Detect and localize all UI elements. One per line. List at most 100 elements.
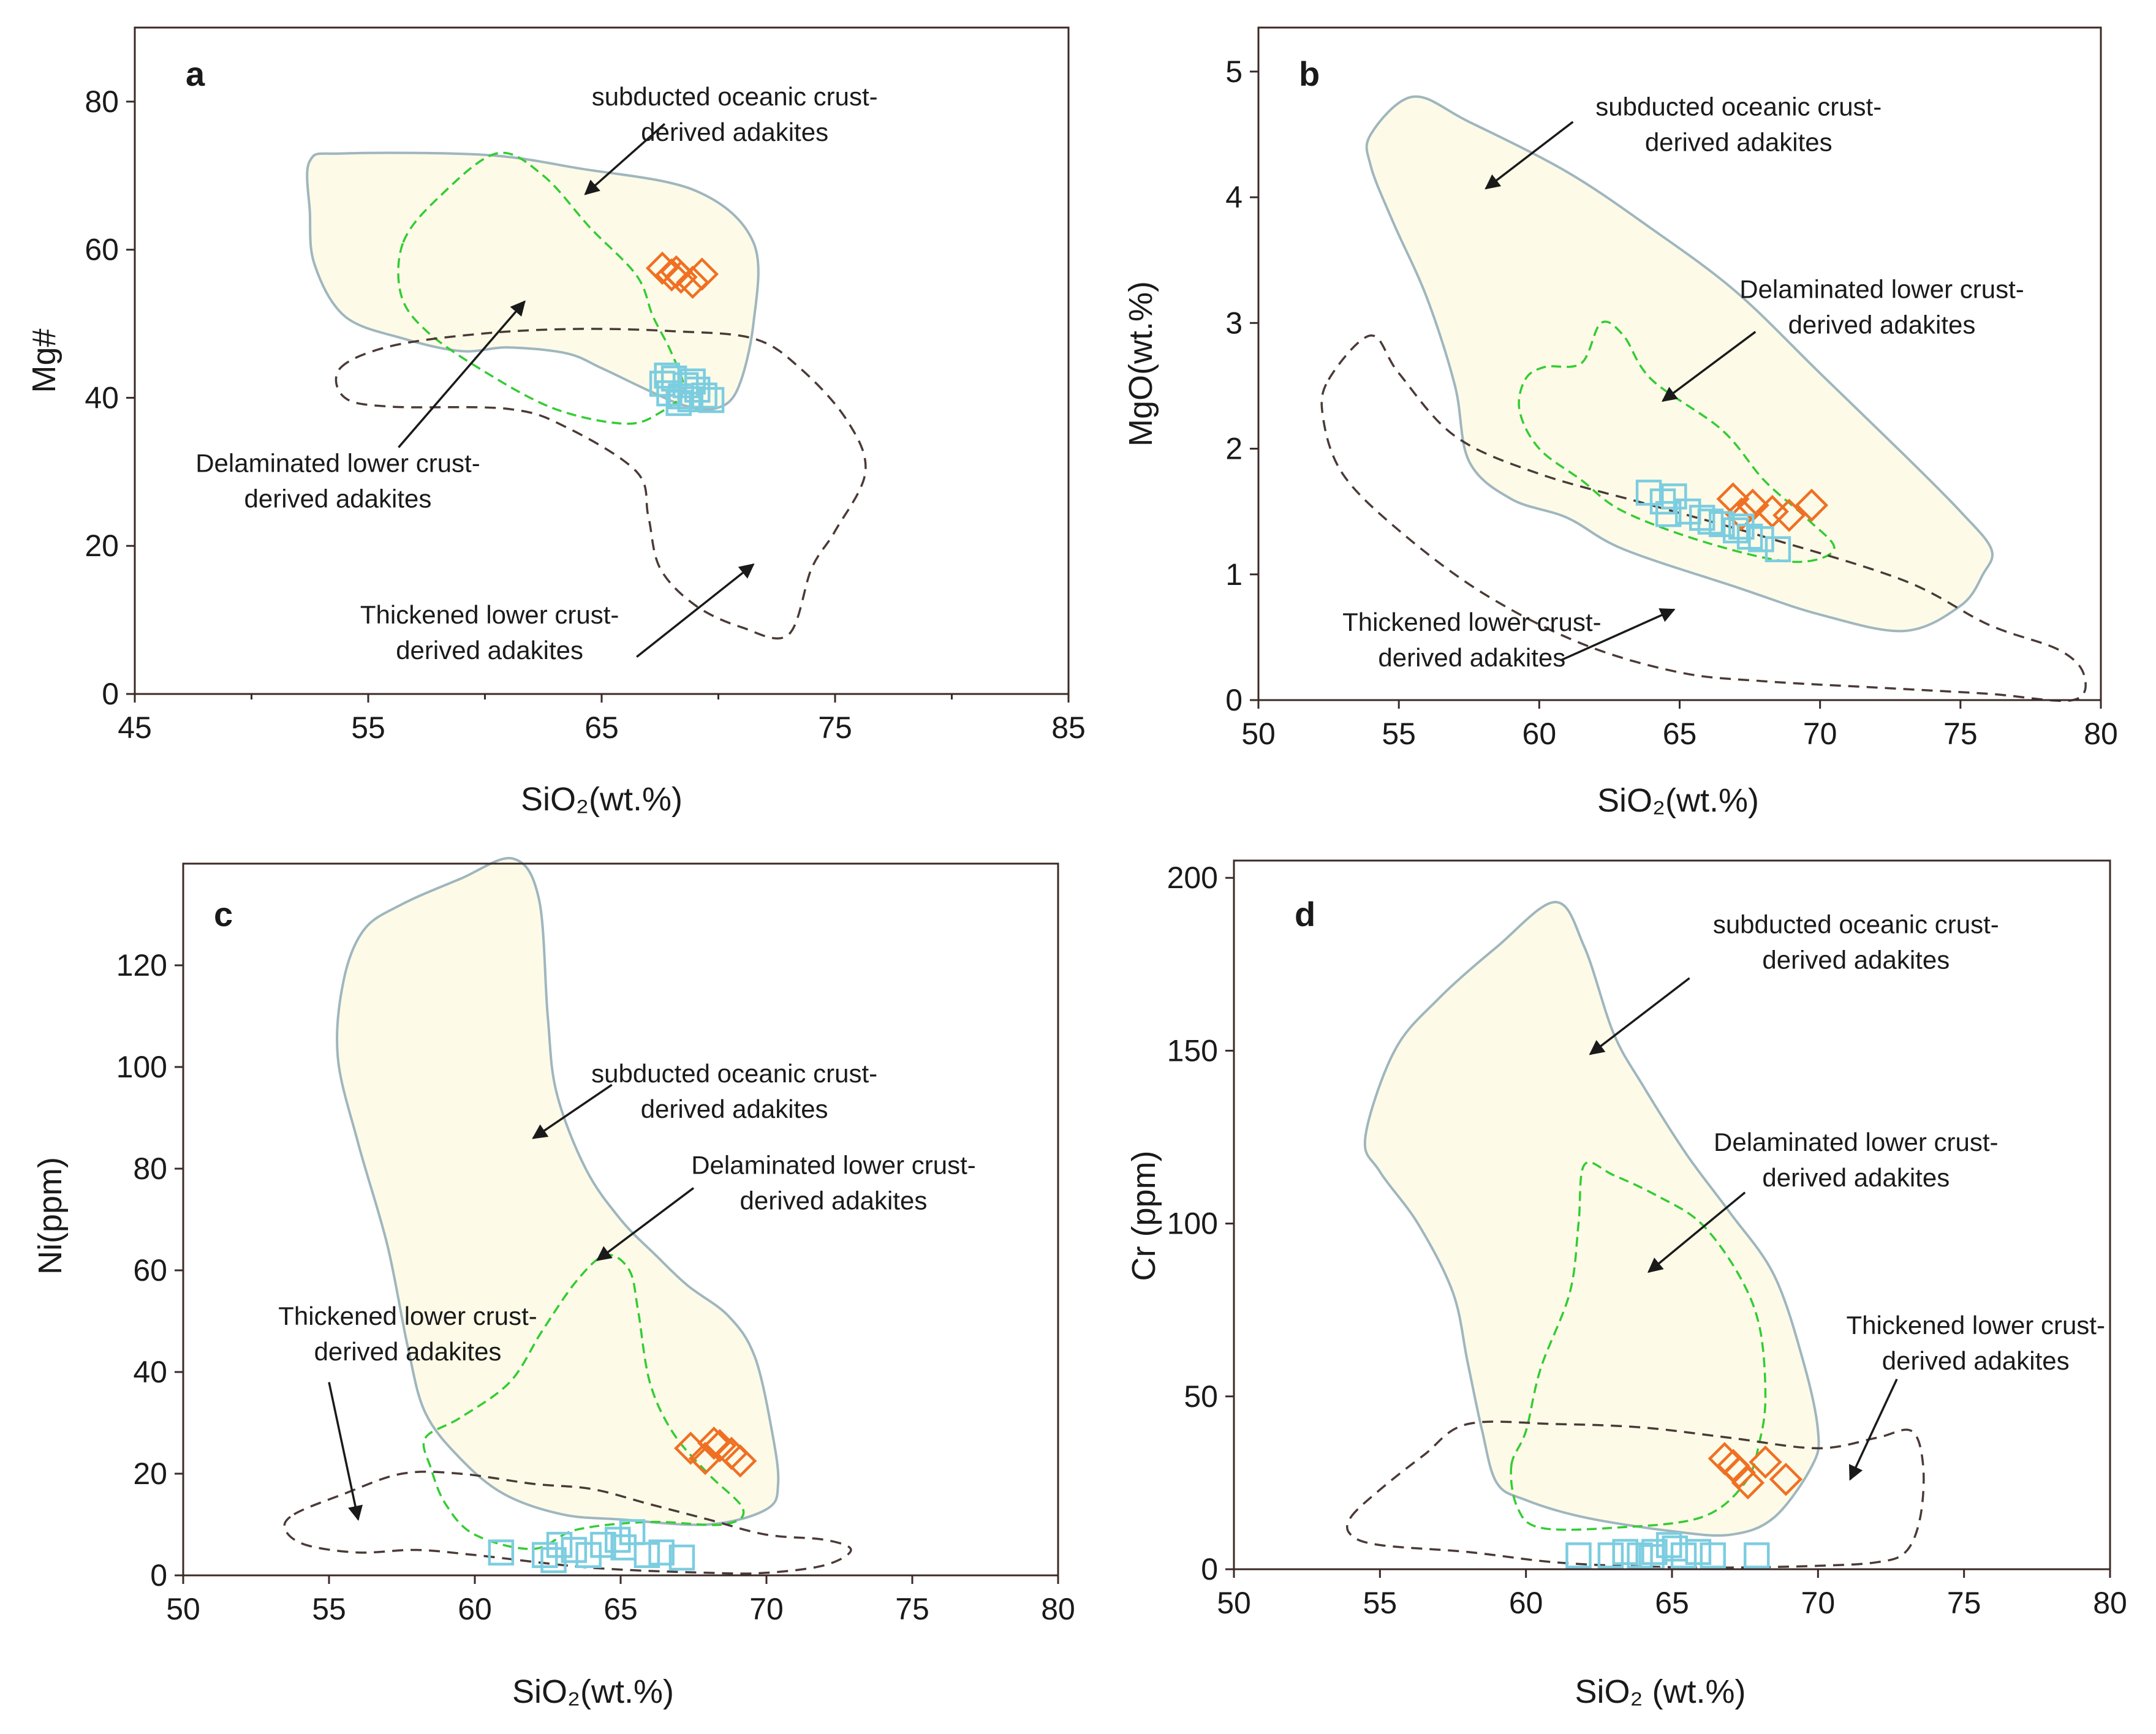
y-tick-label: 80 bbox=[133, 1152, 167, 1186]
square-marker bbox=[1709, 511, 1735, 537]
square-marker bbox=[1661, 483, 1687, 510]
x-tick-label: 50 bbox=[1241, 717, 1276, 751]
annotation-line: Delaminated lower crust- bbox=[1739, 274, 2024, 303]
x-tick-label: 65 bbox=[1655, 1586, 1689, 1620]
annotation-arrow bbox=[328, 1382, 363, 1521]
annotation-line: subducted oceanic crust- bbox=[592, 82, 878, 111]
panel-letter: b bbox=[1299, 55, 1320, 93]
panel-letter: d bbox=[1295, 895, 1315, 933]
annotation-arrow bbox=[596, 1187, 695, 1261]
diamond-marker bbox=[723, 1444, 757, 1478]
annotation-line: Thickened lower crust- bbox=[278, 1302, 537, 1330]
x-tick-label: 60 bbox=[1522, 717, 1557, 751]
x-axis-label: SiO₂ (wt.%) bbox=[1575, 1673, 1746, 1710]
annotation-line: derived adakites bbox=[1762, 1163, 1950, 1192]
y-tick-label: 200 bbox=[1167, 861, 1218, 895]
subducted-field bbox=[336, 856, 780, 1526]
panel-letter: a bbox=[186, 55, 205, 93]
x-tick-label: 75 bbox=[1943, 717, 1978, 751]
x-axis-label: SiO₂(wt.%) bbox=[512, 1673, 674, 1710]
x-tick-label: 60 bbox=[458, 1592, 492, 1626]
square-marker bbox=[540, 1547, 567, 1574]
annotation-line: subducted oceanic crust- bbox=[591, 1059, 877, 1088]
annotation-arrow bbox=[1662, 331, 1757, 402]
y-tick-label: 80 bbox=[85, 85, 119, 119]
diamond-marker bbox=[1725, 497, 1758, 531]
x-tick-label: 55 bbox=[1363, 1586, 1398, 1620]
x-tick-label: 75 bbox=[895, 1592, 929, 1626]
field-annotation: Thickened lower crust-derived adakites bbox=[278, 1302, 537, 1366]
annotation-line: Thickened lower crust- bbox=[360, 600, 619, 629]
x-tick-label: 45 bbox=[118, 711, 152, 745]
square-marker bbox=[546, 1531, 573, 1558]
field-annotation: subducted oceanic crust-derived adakites bbox=[1595, 92, 1882, 157]
y-tick-label: 5 bbox=[1225, 55, 1243, 89]
square-marker bbox=[1670, 1542, 1697, 1569]
delaminated-field bbox=[422, 1253, 745, 1550]
annotation-line: derived adakites bbox=[641, 118, 828, 146]
annotation-arrow bbox=[584, 123, 666, 195]
annotation-arrow bbox=[1848, 1378, 1898, 1481]
y-tick-label: 0 bbox=[1201, 1552, 1218, 1586]
annotation-line: Thickened lower crust- bbox=[1342, 608, 1601, 636]
square-marker bbox=[1700, 1542, 1726, 1569]
y-tick-label: 60 bbox=[133, 1253, 167, 1287]
y-tick-label: 150 bbox=[1167, 1033, 1218, 1068]
x-tick-label: 50 bbox=[1217, 1586, 1251, 1620]
annotation-line: Thickened lower crust- bbox=[1846, 1311, 2105, 1340]
diamond-marker bbox=[1795, 488, 1829, 522]
x-tick-label: 80 bbox=[2093, 1586, 2127, 1620]
annotation-line: subducted oceanic crust- bbox=[1713, 910, 1999, 939]
square-marker bbox=[531, 1542, 558, 1569]
y-axis-label: MgO(wt.%) bbox=[1122, 281, 1159, 447]
square-marker bbox=[1743, 1542, 1770, 1569]
square-marker bbox=[698, 386, 725, 413]
square-marker bbox=[648, 1539, 675, 1566]
y-axis-label: Cr (ppm) bbox=[1125, 1151, 1162, 1281]
annotation-arrow bbox=[1589, 977, 1690, 1055]
annotation-line: subducted oceanic crust- bbox=[1595, 92, 1882, 121]
y-tick-label: 50 bbox=[1184, 1379, 1218, 1414]
diamond-marker bbox=[659, 255, 694, 289]
x-tick-label: 55 bbox=[1382, 717, 1416, 751]
x-tick-label: 75 bbox=[1947, 1586, 1981, 1620]
annotation-line: derived adakites bbox=[396, 636, 583, 665]
y-tick-label: 4 bbox=[1225, 180, 1243, 214]
y-axis-label: Ni(ppm) bbox=[32, 1157, 69, 1275]
delaminated-field bbox=[1510, 1161, 1767, 1531]
subducted-field bbox=[1363, 900, 1820, 1537]
diamond-marker bbox=[1716, 1449, 1750, 1482]
subducted-field bbox=[1365, 95, 1994, 633]
y-tick-label: 20 bbox=[133, 1457, 167, 1491]
annotation-line: derived adakites bbox=[1788, 310, 1976, 339]
x-tick-label: 50 bbox=[166, 1592, 200, 1626]
square-marker bbox=[610, 1534, 637, 1561]
annotation-line: derived adakites bbox=[244, 484, 432, 513]
field-annotation: subducted oceanic crust-derived adakites bbox=[1713, 910, 1999, 974]
field-annotation: Thickened lower crust-derived adakites bbox=[1846, 1311, 2105, 1375]
square-marker bbox=[1565, 1542, 1592, 1569]
panel-c: 50 55 60 65 70 75 80 0 20 40 60 80 100 120 subducted … bbox=[32, 856, 1075, 1710]
x-axis-label: SiO₂(wt.%) bbox=[521, 781, 683, 818]
panel-letter: c bbox=[214, 895, 233, 933]
diamond-marker bbox=[1731, 1466, 1765, 1500]
annotation-line: derived adakites bbox=[314, 1337, 502, 1366]
x-tick-label: 55 bbox=[351, 711, 385, 745]
x-tick-label: 70 bbox=[749, 1592, 784, 1626]
field-annotation: Thickened lower crust-derived adakites bbox=[1342, 608, 1601, 672]
square-marker bbox=[1728, 513, 1755, 540]
square-marker bbox=[1765, 536, 1791, 562]
annotation-line: derived adakites bbox=[1645, 128, 1833, 157]
square-marker bbox=[488, 1539, 515, 1566]
annotation-line: Delaminated lower crust- bbox=[1714, 1128, 1999, 1156]
x-tick-label: 85 bbox=[1051, 711, 1086, 745]
y-tick-label: 100 bbox=[1167, 1207, 1218, 1241]
y-tick-label: 40 bbox=[133, 1355, 167, 1389]
field-annotation: Thickened lower crust-derived adakites bbox=[360, 600, 619, 665]
y-tick-label: 20 bbox=[85, 529, 119, 563]
annotation-line: Delaminated lower crust- bbox=[195, 448, 480, 477]
diamond-marker bbox=[1769, 1463, 1803, 1496]
annotation-line: derived adakites bbox=[1882, 1346, 2070, 1375]
annotation-arrow bbox=[1647, 1191, 1746, 1273]
square-marker bbox=[679, 368, 706, 395]
